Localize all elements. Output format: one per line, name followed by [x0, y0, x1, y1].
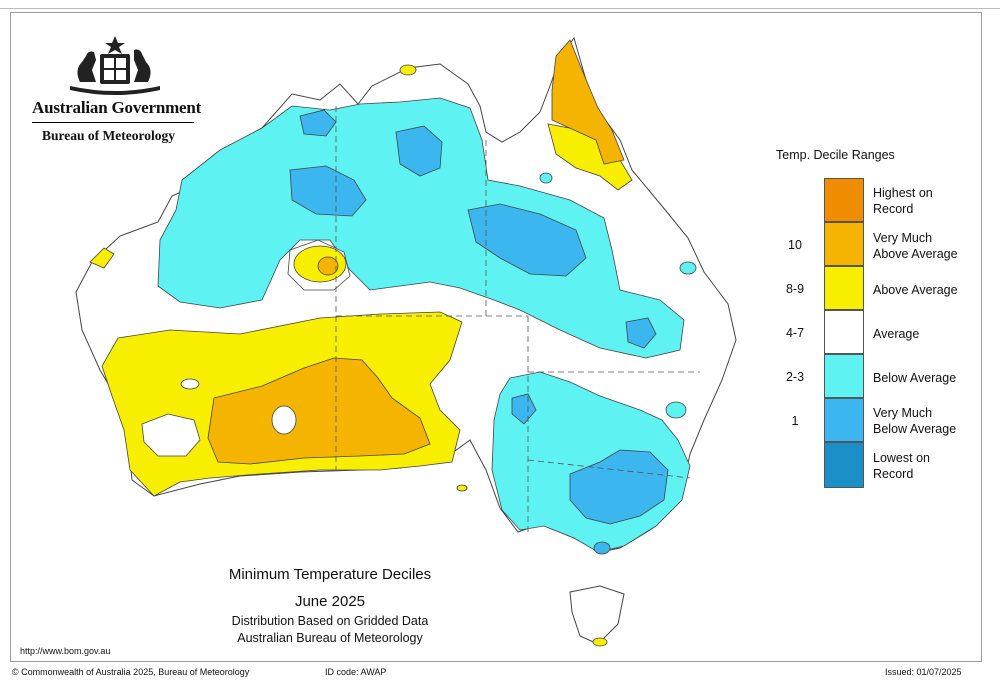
region-average-west-hole — [141, 413, 201, 457]
region-above-average-kimberley-islet — [399, 64, 417, 76]
region-below-average-east — [665, 401, 687, 419]
legend-label-lowest-line1: Lowest on — [873, 451, 930, 465]
legend-label-highest-line2: Record — [873, 202, 914, 216]
legend-label-lowest: Lowest on Record — [873, 450, 983, 482]
legend-label-very-much-above-line2: Above Average — [873, 247, 958, 261]
map-subtitle-distribution: Distribution Based on Gridded Data — [231, 614, 429, 628]
id-code: ID code: AWAP — [325, 667, 387, 677]
legend-swatch-lowest — [824, 442, 864, 488]
legend-label-very-much-above-line1: Very Much — [873, 231, 933, 245]
bureau-of-meteorology-title: Bureau of Meteorology — [42, 128, 175, 143]
region-below-average-islet — [539, 172, 553, 184]
logo-divider — [32, 122, 194, 123]
issued-date: Issued: 01/07/2025 — [885, 667, 962, 677]
legend-code-below: 2-3 — [785, 370, 805, 384]
legend-code-average: 4-7 — [785, 326, 805, 340]
legend-label-very-much-above: Very Much Above Average — [873, 230, 983, 262]
region-very-much-below-vic — [593, 541, 611, 555]
region-below-average-north — [157, 97, 685, 359]
copyright-notice: © Commonwealth of Australia 2025, Bureau… — [12, 667, 250, 677]
region-average-small-hole — [180, 378, 200, 390]
region-above-average-tas — [592, 637, 608, 647]
state-borders — [335, 106, 700, 536]
map-subtitle-bureau: Australian Bureau of Meteorology — [237, 631, 423, 645]
legend-label-highest: Highest on Record — [873, 185, 983, 217]
region-above-average-pilbara — [89, 247, 115, 269]
region-very-much-below-se — [569, 449, 669, 525]
legend-code-above: 8-9 — [785, 282, 805, 296]
region-very-much-below-nw — [289, 165, 367, 217]
legend-swatch-very-much-below — [824, 398, 864, 442]
legend-swatch-very-much-above — [824, 222, 864, 266]
region-above-average-sa-islet — [456, 484, 468, 492]
legend-code-very-much-below: 1 — [791, 414, 799, 428]
australian-government-title: Australian Government — [32, 98, 202, 117]
legend-title: Temp. Decile Ranges — [776, 148, 895, 162]
region-very-much-below-qld — [467, 203, 587, 277]
legend-swatch-below — [824, 354, 864, 398]
region-very-much-below-sa — [511, 393, 537, 425]
region-very-much-above-central — [317, 256, 339, 276]
bom-url-link[interactable]: http://www.bom.gov.au — [20, 646, 111, 656]
legend-label-highest-line1: Highest on — [873, 186, 933, 200]
map-title: Minimum Temperature Deciles — [228, 566, 432, 583]
legend-label-above: Above Average — [873, 283, 958, 297]
legend-code-very-much-above: 10 — [788, 238, 802, 252]
region-very-much-above-qld — [551, 39, 625, 165]
legend-swatch-average — [824, 310, 864, 354]
legend-label-very-much-below-line1: Very Much — [873, 406, 933, 420]
legend-swatch-highest — [824, 178, 864, 222]
legend-label-average: Average — [873, 327, 920, 341]
map-period: June 2025 — [294, 593, 366, 610]
region-very-much-below-top — [299, 109, 337, 137]
legend-swatch-above — [824, 266, 864, 310]
legend-label-below: Below Average — [873, 371, 957, 385]
coat-of-arms-logo — [70, 36, 160, 95]
region-very-much-above-west — [207, 357, 431, 465]
legend-label-lowest-line2: Record — [873, 467, 914, 481]
window-top-border — [0, 0, 1000, 9]
legend-label-very-much-below-line2: Below Average — [873, 422, 957, 436]
region-average-small-hole-2 — [271, 405, 297, 435]
legend-label-very-much-below: Very Much Below Average — [873, 405, 983, 437]
region-very-much-below-nt — [395, 125, 443, 177]
tasmania — [569, 585, 625, 645]
region-very-much-below-small — [625, 317, 657, 349]
region-below-average-coast — [679, 261, 697, 275]
